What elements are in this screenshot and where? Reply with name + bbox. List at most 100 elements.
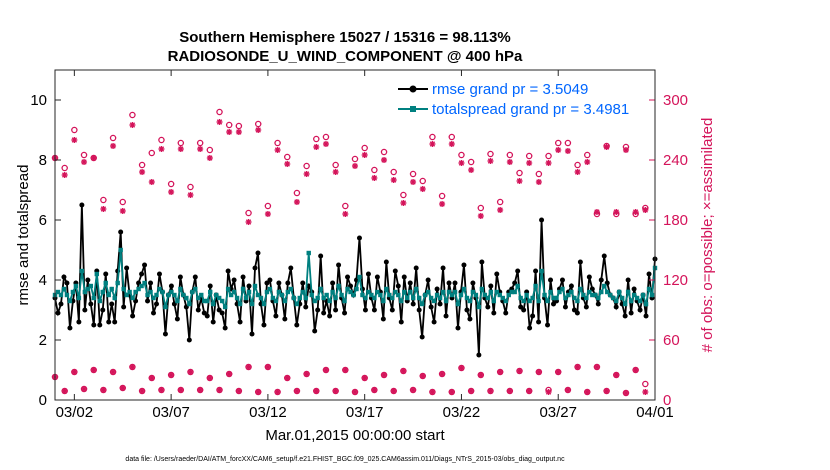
obs-assimilated-marker — [584, 159, 591, 165]
rmse-point — [562, 304, 568, 310]
totalspread-point — [422, 292, 428, 298]
rmse-point — [598, 277, 604, 283]
obs-assimilated-marker — [245, 219, 252, 225]
obs-assimilated-marker — [206, 155, 213, 161]
rmse-point — [467, 316, 473, 322]
rmse-point — [145, 298, 151, 304]
totalspread-point — [312, 298, 317, 304]
x-axis-label: Mar.01,2015 00:00:00 start — [265, 427, 445, 444]
asterisk-stroke — [594, 364, 600, 370]
totalspread-point — [405, 295, 410, 301]
asterisk-stroke — [236, 388, 242, 394]
obs-possible-marker — [177, 139, 185, 147]
asterisk-stroke — [410, 179, 416, 185]
asterisk-stroke — [158, 387, 165, 393]
obs-assimilated-marker — [458, 160, 465, 166]
totalspread-point — [590, 292, 595, 298]
obs-assimilated-marker — [110, 369, 117, 375]
rmse-point — [282, 316, 288, 322]
y-tick-label: 4 — [39, 272, 47, 289]
rmse-point — [142, 262, 148, 268]
totalspread-point — [309, 292, 314, 298]
rmse-point — [362, 307, 368, 313]
asterisk-stroke — [303, 171, 310, 177]
obs-assimilated-marker — [61, 388, 68, 394]
obs-assimilated-marker — [264, 364, 271, 370]
obs-assimilated-marker — [293, 388, 300, 394]
rmse-point — [342, 310, 348, 316]
totalspread-point — [560, 286, 565, 292]
obs-possible-marker — [390, 168, 397, 176]
obs-assimilated-marker — [545, 160, 552, 166]
rmse-point — [568, 283, 574, 289]
rmse-point — [118, 229, 124, 235]
totalspread-point — [85, 286, 91, 292]
x-tick-label: 03/12 — [249, 404, 287, 421]
obs-assimilated-marker — [332, 169, 339, 175]
obs-assimilated-marker — [139, 169, 146, 175]
totalspread-point — [306, 250, 311, 256]
totalspread-point — [175, 298, 180, 304]
obs-assimilated-marker — [119, 385, 126, 391]
totalspread-point — [246, 289, 252, 295]
y-tick-label: 6 — [39, 212, 47, 229]
asterisk-stroke — [178, 387, 184, 393]
totalspread-point — [455, 301, 461, 307]
obs-assimilated-marker — [90, 155, 97, 161]
asterisk-stroke — [216, 387, 223, 393]
y-axis-label-right: # of obs: o=possible; ×=assimilated — [699, 118, 716, 353]
asterisk-stroke — [81, 159, 87, 165]
rmse-point — [121, 304, 127, 310]
totalspread-point — [109, 286, 114, 292]
rmse-point — [103, 271, 109, 277]
obs-assimilated-marker — [555, 369, 562, 375]
obs-assimilated-marker — [593, 364, 600, 370]
asterisk-stroke — [410, 387, 416, 393]
totalspread-point — [79, 268, 85, 274]
rmse-point — [82, 307, 88, 313]
totalspread-point — [151, 295, 156, 301]
obs-assimilated-marker — [197, 387, 204, 393]
obs-assimilated-marker — [313, 144, 320, 150]
rmse-point — [577, 259, 583, 265]
totalspread-point — [196, 295, 201, 301]
rmse-point — [249, 331, 255, 337]
totalspread-point — [557, 289, 562, 295]
obs-possible-marker — [216, 108, 223, 116]
obs-assimilated-marker — [148, 375, 155, 381]
asterisk-stroke — [361, 152, 368, 158]
obs-possible-marker — [196, 139, 204, 147]
totalspread-point — [631, 292, 637, 298]
obs-assimilated-marker — [410, 179, 417, 185]
asterisk-stroke — [100, 387, 107, 393]
asterisk-stroke — [139, 169, 145, 175]
rmse-point — [503, 310, 509, 316]
rmse-point — [443, 313, 449, 319]
totalspread-point — [461, 286, 467, 292]
obs-assimilated-marker — [255, 127, 262, 133]
obs-possible-marker — [642, 380, 649, 388]
asterisk-stroke — [168, 372, 174, 378]
obs-assimilated-marker — [274, 147, 281, 153]
obs-assimilated-marker — [293, 199, 300, 205]
rmse-point — [58, 301, 64, 307]
rmse-point — [476, 352, 482, 358]
totalspread-point — [273, 298, 279, 304]
totalspread-point — [613, 298, 619, 304]
totalspread-point — [372, 295, 377, 301]
totalspread-point — [252, 283, 258, 289]
rmse-point — [222, 325, 228, 331]
totalspread-point — [479, 286, 485, 292]
totalspread-point — [416, 295, 422, 301]
rmse-point — [392, 268, 398, 274]
legend-spread-marker — [410, 106, 416, 112]
totalspread-point — [94, 271, 99, 277]
totalspread-point — [163, 304, 168, 310]
totalspread-point — [55, 289, 61, 295]
asterisk-stroke — [371, 387, 378, 393]
obs-possible-marker — [264, 202, 272, 210]
totalspread-point — [554, 295, 559, 301]
totalspread-point — [276, 289, 282, 295]
totalspread-point — [285, 289, 291, 295]
asterisk-stroke — [574, 169, 581, 175]
